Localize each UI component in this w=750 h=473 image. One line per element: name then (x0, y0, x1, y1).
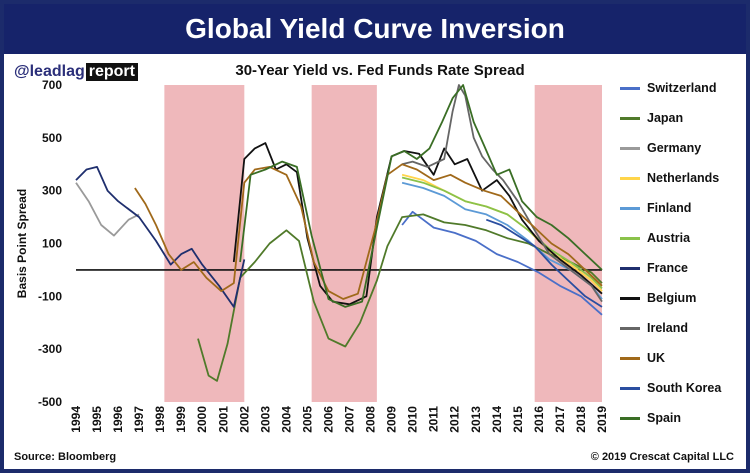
x-tick-label-10: 2004 (279, 406, 293, 433)
legend-label: Finland (647, 201, 692, 215)
y-tick-label-4: -100 (38, 289, 62, 303)
legend-item-netherlands: Netherlands (620, 170, 719, 186)
logo-at: @ (14, 63, 30, 80)
banner-title: Global Yield Curve Inversion (4, 4, 746, 54)
series-line-south-korea (485, 218, 603, 308)
x-tick-label-11: 2005 (300, 406, 314, 433)
x-tick-label-21: 2015 (511, 406, 525, 433)
legend-item-ireland: Ireland (620, 320, 688, 336)
y-tick-label-3: 100 (42, 237, 62, 251)
x-tick-label-6: 2000 (195, 406, 209, 433)
x-tick-label-0: 1994 (69, 406, 83, 433)
x-tick-label-7: 2001 (216, 406, 230, 433)
legend-label: Germany (647, 141, 702, 155)
legend-item-uk: UK (620, 350, 665, 366)
legend-label: Switzerland (647, 81, 717, 95)
recession-shade-2 (534, 85, 602, 402)
x-tick-label-14: 2008 (364, 406, 378, 433)
recession-shade-0 (164, 85, 245, 402)
legend-item-france: France (620, 260, 688, 276)
leadlag-logo: @ leadlag report (14, 62, 138, 82)
logo-leadlag: leadlag (29, 63, 85, 80)
y-axis-label: Basis Point Spread (15, 189, 29, 298)
x-tick-label-20: 2014 (490, 406, 504, 433)
x-tick-label-25: 2019 (595, 406, 609, 433)
legend-swatch (620, 146, 640, 150)
legend-item-germany: Germany (620, 140, 701, 156)
x-tick-label-19: 2013 (469, 406, 483, 433)
x-tick-label-12: 2006 (321, 406, 335, 433)
legend-label: South Korea (647, 381, 722, 395)
x-tick-label-4: 1998 (153, 406, 167, 433)
y-tick-label-0: 700 (42, 78, 62, 92)
legend-swatch (620, 116, 640, 120)
legend-swatch (620, 236, 640, 240)
series-line-austria (401, 176, 603, 290)
x-tick-label-23: 2017 (553, 406, 567, 433)
x-tick-label-13: 2007 (343, 406, 357, 433)
legend-label: Austria (647, 231, 691, 245)
copyright-note: © 2019 Crescat Capital LLC (590, 451, 734, 463)
x-tick-label-1: 1995 (90, 406, 104, 433)
series-line-germany (75, 182, 140, 237)
legend-item-japan: Japan (620, 110, 683, 126)
series-line-ireland (401, 84, 603, 303)
legend-swatch (620, 86, 640, 90)
series-line-uk (134, 163, 603, 300)
legend-swatch (620, 206, 640, 210)
series-line-spain (239, 84, 603, 308)
series-line-switzerland (401, 210, 603, 316)
x-tick-label-17: 2011 (427, 406, 441, 432)
x-tick-label-22: 2016 (532, 406, 546, 433)
x-tick-label-16: 2010 (406, 406, 420, 433)
legend-swatch (620, 386, 640, 390)
x-tick-label-15: 2009 (385, 406, 399, 433)
chart-title: 30-Year Yield vs. Fed Funds Rate Spread (235, 62, 525, 79)
legend-swatch (620, 266, 640, 270)
x-tick-label-18: 2012 (448, 406, 462, 433)
legend-item-austria: Austria (620, 230, 690, 246)
legend-item-belgium: Belgium (620, 290, 696, 306)
series-line-japan (197, 213, 603, 382)
legend-label: Ireland (647, 321, 688, 335)
x-tick-label-3: 1997 (132, 406, 146, 433)
y-tick-label-6: -500 (38, 395, 62, 409)
legend-swatch (620, 176, 640, 180)
legend-label: France (647, 261, 688, 275)
y-tick-label-5: -300 (38, 342, 62, 356)
recession-shade-1 (311, 85, 377, 402)
legend-swatch (620, 356, 640, 360)
legend-label: Netherlands (647, 171, 720, 185)
x-tick-label-8: 2002 (237, 406, 251, 433)
series-line-france (75, 165, 246, 308)
x-tick-label-5: 1999 (174, 406, 188, 433)
legend-swatch (620, 416, 640, 420)
x-tick-label-24: 2018 (574, 406, 588, 433)
legend-swatch (620, 296, 640, 300)
legend-label: Spain (647, 411, 682, 425)
legend-label: Japan (647, 111, 684, 125)
source-note: Source: Bloomberg (14, 451, 117, 463)
x-tick-label-9: 2003 (258, 406, 272, 433)
legend-label: Belgium (647, 291, 697, 305)
y-tick-label-2: 300 (42, 184, 62, 198)
legend-swatch (620, 326, 640, 330)
legend-item-south-korea: South Korea (620, 380, 721, 396)
x-tick-label-2: 1996 (111, 406, 125, 433)
legend-item-switzerland: Switzerland (620, 80, 716, 96)
legend-item-finland: Finland (620, 200, 691, 216)
y-tick-label-1: 500 (42, 131, 62, 145)
legend-label: UK (647, 351, 666, 365)
legend-item-spain: Spain (620, 410, 681, 426)
logo-report: report (85, 63, 138, 81)
